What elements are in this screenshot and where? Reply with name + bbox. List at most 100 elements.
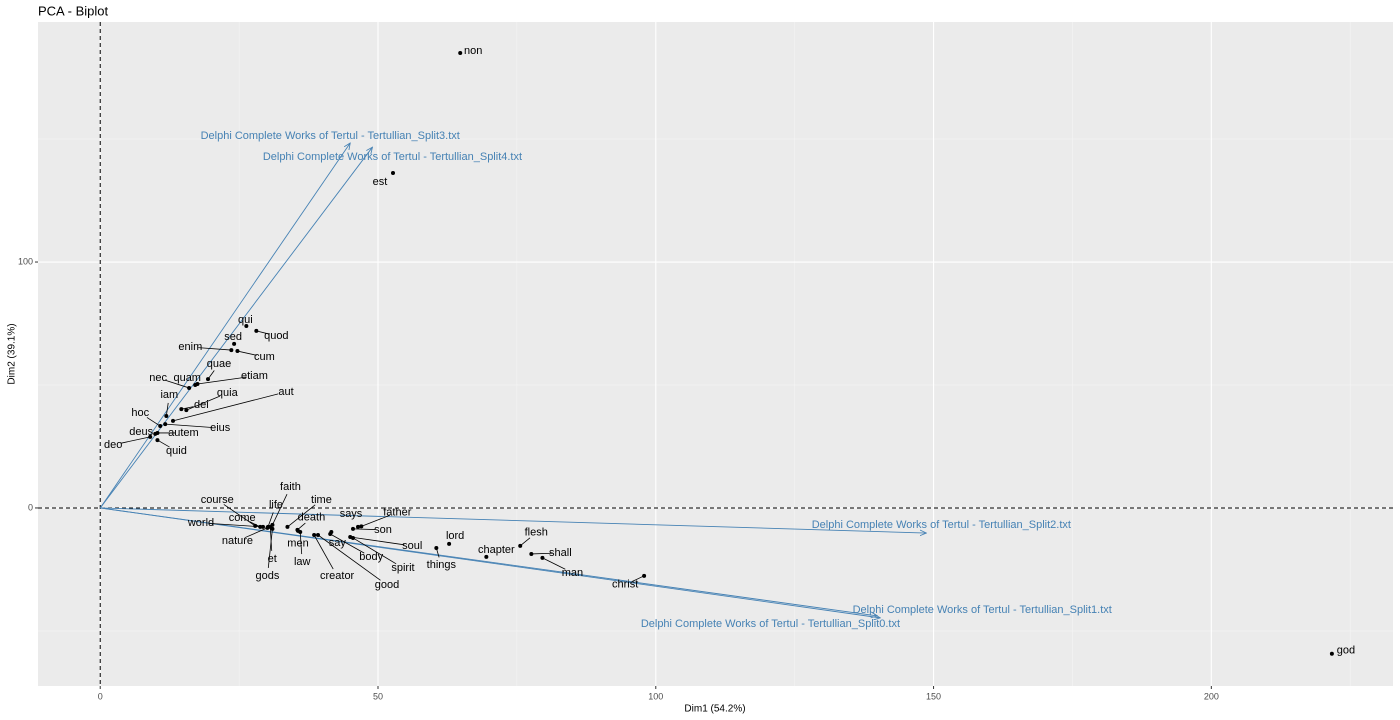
variable-arrow — [100, 507, 926, 533]
point — [518, 543, 523, 548]
point-label: quae — [207, 358, 231, 370]
point — [298, 530, 303, 535]
point-label: lord — [446, 530, 464, 542]
variable-arrow — [99, 147, 372, 509]
point-label: quid — [166, 445, 187, 457]
point — [359, 524, 364, 529]
leader-line — [172, 393, 279, 422]
point-label: deo — [104, 439, 122, 451]
point-label: chapter — [478, 544, 515, 556]
leader-line — [361, 514, 391, 527]
leader-line — [237, 350, 257, 356]
leader-line — [531, 552, 553, 555]
point-label: time — [311, 494, 332, 506]
leader-line — [267, 512, 274, 528]
point — [270, 526, 275, 531]
point-label: good — [375, 579, 399, 591]
point-label: sed — [224, 331, 242, 343]
point-label: shall — [549, 547, 572, 559]
variable-label: Delphi Complete Works of Tertul - Tertul… — [853, 604, 1112, 616]
point — [351, 526, 355, 531]
point — [391, 170, 395, 175]
variable-arrow — [99, 143, 350, 509]
point-label: quod — [264, 330, 288, 342]
leader-line — [165, 423, 213, 428]
variable-label: Delphi Complete Works of Tertul - Tertul… — [641, 618, 900, 630]
point-label: et — [268, 553, 277, 565]
x-tick-label: 0 — [98, 691, 103, 701]
y-tick-label: 0 — [28, 502, 33, 512]
leader-line — [330, 533, 365, 554]
point-label: nec — [149, 372, 167, 384]
chart-title: PCA - Biplot — [38, 3, 108, 18]
point — [164, 413, 169, 418]
point-label: says — [340, 508, 363, 520]
point-label: flesh — [525, 527, 548, 539]
x-tick-label: 50 — [373, 691, 383, 701]
leader-line — [256, 330, 269, 335]
leader-line — [350, 536, 405, 546]
point-label: son — [374, 524, 392, 536]
point-label: things — [427, 559, 457, 571]
point-label: quam — [173, 372, 201, 384]
point — [348, 534, 353, 539]
leader-line — [244, 527, 268, 539]
point-label: men — [287, 538, 308, 550]
point — [458, 50, 463, 55]
point — [434, 546, 439, 551]
point-label: iam — [160, 389, 178, 401]
point — [155, 438, 160, 443]
leader-line — [317, 534, 381, 581]
x-axis-label: Dim1 (54.2%) — [684, 704, 745, 715]
leader-line — [519, 537, 531, 547]
point — [328, 532, 333, 537]
leader-line — [165, 380, 190, 389]
point — [193, 382, 198, 387]
point — [184, 408, 189, 413]
point — [148, 434, 153, 439]
point-label: quia — [217, 387, 239, 399]
point-label: cum — [254, 351, 275, 363]
point-label: deus — [129, 426, 153, 438]
x-tick-label: 150 — [926, 691, 941, 701]
point-label: est — [373, 176, 388, 188]
point-label: creator — [320, 570, 355, 582]
leader-line — [197, 376, 247, 385]
variable-arrow — [100, 507, 880, 618]
y-tick-label: 100 — [18, 256, 33, 266]
point-label: father — [383, 506, 411, 518]
point — [153, 431, 158, 436]
point — [261, 524, 265, 529]
point-label: etiam — [241, 370, 268, 382]
point-label: enim — [178, 341, 202, 353]
leader-line — [223, 504, 256, 527]
plot-panel — [38, 22, 1393, 686]
point-label: aut — [278, 386, 293, 398]
leader-line — [249, 521, 261, 528]
point — [447, 541, 452, 546]
leader-line — [181, 406, 194, 410]
point — [206, 377, 210, 382]
point — [187, 385, 192, 390]
point-label: course — [201, 494, 234, 506]
leader-line — [352, 528, 376, 530]
y-axis-label: Dim2 (39.1%) — [7, 323, 18, 384]
x-tick-label: 100 — [648, 691, 663, 701]
point-label: autem — [168, 427, 199, 439]
point-label: man — [562, 567, 583, 579]
point — [316, 533, 320, 538]
point-label: life — [269, 499, 283, 511]
point — [254, 328, 259, 333]
point-label: law — [294, 556, 311, 568]
point-label: death — [298, 512, 326, 524]
point-label: spirit — [391, 562, 414, 574]
leader-line — [120, 436, 151, 444]
x-tick-label: 200 — [1204, 691, 1219, 701]
point-label: soul — [402, 540, 422, 552]
leader-line — [287, 504, 316, 528]
point-label: say — [329, 537, 347, 549]
point-label: hoc — [131, 407, 149, 419]
point-label: world — [187, 517, 214, 529]
